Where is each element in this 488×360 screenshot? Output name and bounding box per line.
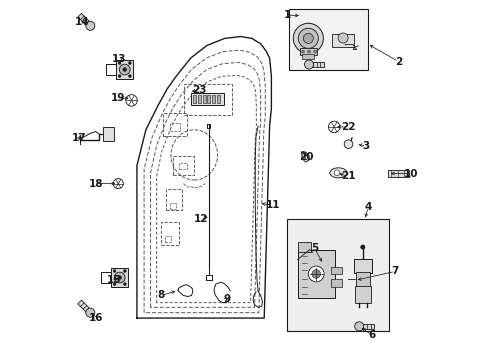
Polygon shape [78, 300, 92, 315]
Text: 1: 1 [284, 10, 290, 20]
Circle shape [337, 33, 347, 43]
Circle shape [301, 50, 304, 53]
Circle shape [113, 179, 123, 189]
Circle shape [328, 121, 339, 133]
FancyBboxPatch shape [286, 220, 388, 330]
Circle shape [85, 21, 95, 30]
Text: 17: 17 [71, 133, 86, 143]
Polygon shape [359, 324, 373, 329]
FancyBboxPatch shape [102, 127, 113, 141]
FancyBboxPatch shape [211, 95, 215, 103]
Text: 2: 2 [394, 57, 402, 67]
Circle shape [113, 270, 116, 273]
Circle shape [307, 50, 310, 53]
Text: 18: 18 [88, 179, 102, 189]
Circle shape [303, 33, 313, 43]
Circle shape [123, 270, 126, 273]
Text: 6: 6 [367, 330, 375, 340]
Circle shape [311, 270, 320, 278]
Circle shape [128, 75, 131, 77]
Text: 9: 9 [223, 294, 230, 304]
FancyBboxPatch shape [354, 286, 370, 303]
Circle shape [128, 62, 131, 64]
Text: 10: 10 [403, 168, 418, 179]
Text: 11: 11 [265, 200, 280, 210]
Text: 22: 22 [341, 122, 355, 132]
FancyBboxPatch shape [202, 95, 205, 103]
Circle shape [304, 60, 313, 69]
Text: 4: 4 [364, 202, 371, 212]
FancyBboxPatch shape [216, 95, 219, 103]
FancyBboxPatch shape [355, 272, 369, 287]
Circle shape [305, 156, 309, 160]
Text: 16: 16 [88, 313, 102, 323]
Text: 15: 15 [106, 275, 121, 285]
Circle shape [123, 283, 126, 285]
FancyBboxPatch shape [207, 95, 210, 103]
Circle shape [293, 23, 323, 53]
FancyBboxPatch shape [297, 242, 310, 252]
Circle shape [85, 308, 95, 317]
Polygon shape [308, 62, 324, 67]
FancyBboxPatch shape [116, 60, 133, 79]
FancyBboxPatch shape [289, 9, 367, 69]
Circle shape [302, 153, 306, 158]
Circle shape [313, 50, 316, 53]
Circle shape [113, 283, 116, 285]
Text: 8: 8 [157, 291, 164, 301]
FancyBboxPatch shape [193, 95, 196, 103]
Text: 3: 3 [362, 141, 369, 151]
FancyBboxPatch shape [387, 170, 408, 177]
FancyBboxPatch shape [297, 249, 334, 298]
FancyBboxPatch shape [353, 259, 371, 273]
Polygon shape [301, 151, 308, 162]
Text: 13: 13 [111, 54, 126, 64]
Circle shape [308, 266, 324, 282]
FancyBboxPatch shape [332, 34, 353, 47]
Text: 21: 21 [341, 171, 355, 181]
Circle shape [298, 28, 318, 48]
Text: 12: 12 [193, 215, 207, 224]
Text: 19: 19 [111, 93, 125, 103]
Circle shape [118, 276, 121, 279]
FancyBboxPatch shape [198, 95, 201, 103]
FancyBboxPatch shape [301, 54, 314, 59]
FancyBboxPatch shape [330, 279, 341, 287]
Circle shape [360, 245, 364, 249]
Text: 23: 23 [192, 85, 206, 95]
Circle shape [114, 272, 125, 283]
Circle shape [122, 68, 126, 71]
Circle shape [344, 140, 352, 148]
FancyBboxPatch shape [300, 48, 317, 55]
Circle shape [125, 95, 137, 106]
Ellipse shape [329, 168, 346, 178]
Text: 5: 5 [310, 243, 317, 253]
Polygon shape [78, 13, 92, 28]
Circle shape [118, 75, 121, 77]
FancyBboxPatch shape [330, 267, 341, 274]
Text: 20: 20 [298, 152, 313, 162]
Text: 14: 14 [75, 17, 89, 27]
Circle shape [354, 322, 363, 331]
FancyBboxPatch shape [191, 93, 223, 105]
FancyBboxPatch shape [111, 268, 128, 287]
Text: 7: 7 [390, 266, 398, 276]
Circle shape [119, 64, 130, 75]
Circle shape [118, 62, 121, 64]
Circle shape [333, 170, 339, 176]
